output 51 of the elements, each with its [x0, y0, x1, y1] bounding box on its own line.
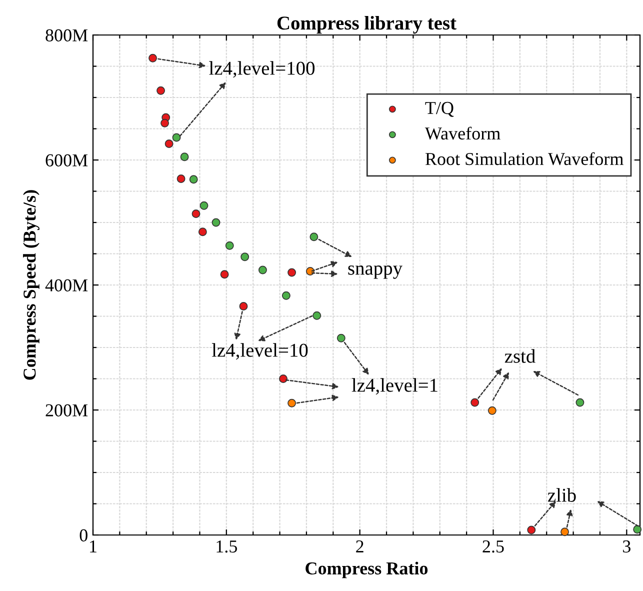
point	[200, 201, 208, 210]
point	[310, 232, 318, 242]
annotation: snappy	[348, 265, 402, 279]
y-tick-label: 0	[80, 529, 88, 542]
point	[148, 54, 157, 62]
point	[336, 334, 346, 342]
annotation: lz4,level=100	[209, 61, 315, 78]
point	[258, 266, 267, 274]
point	[164, 140, 174, 148]
x-tick-label: 1	[90, 540, 96, 552]
point	[288, 268, 296, 277]
point	[192, 210, 200, 218]
annotation: lz4,level=1	[352, 378, 438, 395]
x-tick-label: 3	[623, 540, 630, 553]
point	[527, 526, 536, 534]
point	[198, 228, 207, 236]
point	[212, 218, 220, 227]
point	[312, 311, 322, 320]
x-tick-label: 1.5	[216, 540, 237, 553]
y-axis-title: Compress Speed (Byte/s)	[23, 190, 40, 380]
point	[470, 398, 480, 407]
y-tick-label: 800M	[46, 29, 88, 42]
y-tick-label: 600M	[46, 154, 88, 166]
legend-label: Waveform	[424, 126, 500, 140]
point	[279, 374, 288, 383]
legend-label: T/Q	[425, 102, 454, 117]
point	[288, 398, 296, 408]
y-tick-label: 400M	[45, 279, 88, 292]
point	[176, 174, 186, 183]
point	[239, 302, 248, 310]
x-tick-label: 2	[356, 540, 364, 552]
legend-label: Root Simulation Waveform	[425, 152, 624, 166]
annotation: zstd	[504, 349, 536, 363]
point	[240, 252, 250, 262]
annotation: lz4,level=10	[212, 343, 308, 360]
point	[180, 152, 189, 162]
point	[282, 291, 290, 300]
annotation: zlib	[548, 488, 576, 502]
point	[189, 175, 198, 184]
point	[576, 398, 584, 407]
point	[172, 133, 181, 142]
point	[488, 406, 496, 415]
y-tick-label: 200M	[46, 404, 88, 416]
x-axis-title: Compress Ratio	[306, 562, 428, 578]
chart-title: Compress library test	[277, 16, 456, 34]
point	[156, 86, 165, 95]
point	[220, 270, 229, 279]
point	[160, 118, 169, 128]
x-tick-label: 2.5	[482, 540, 504, 553]
point	[560, 528, 569, 536]
point	[225, 241, 234, 250]
